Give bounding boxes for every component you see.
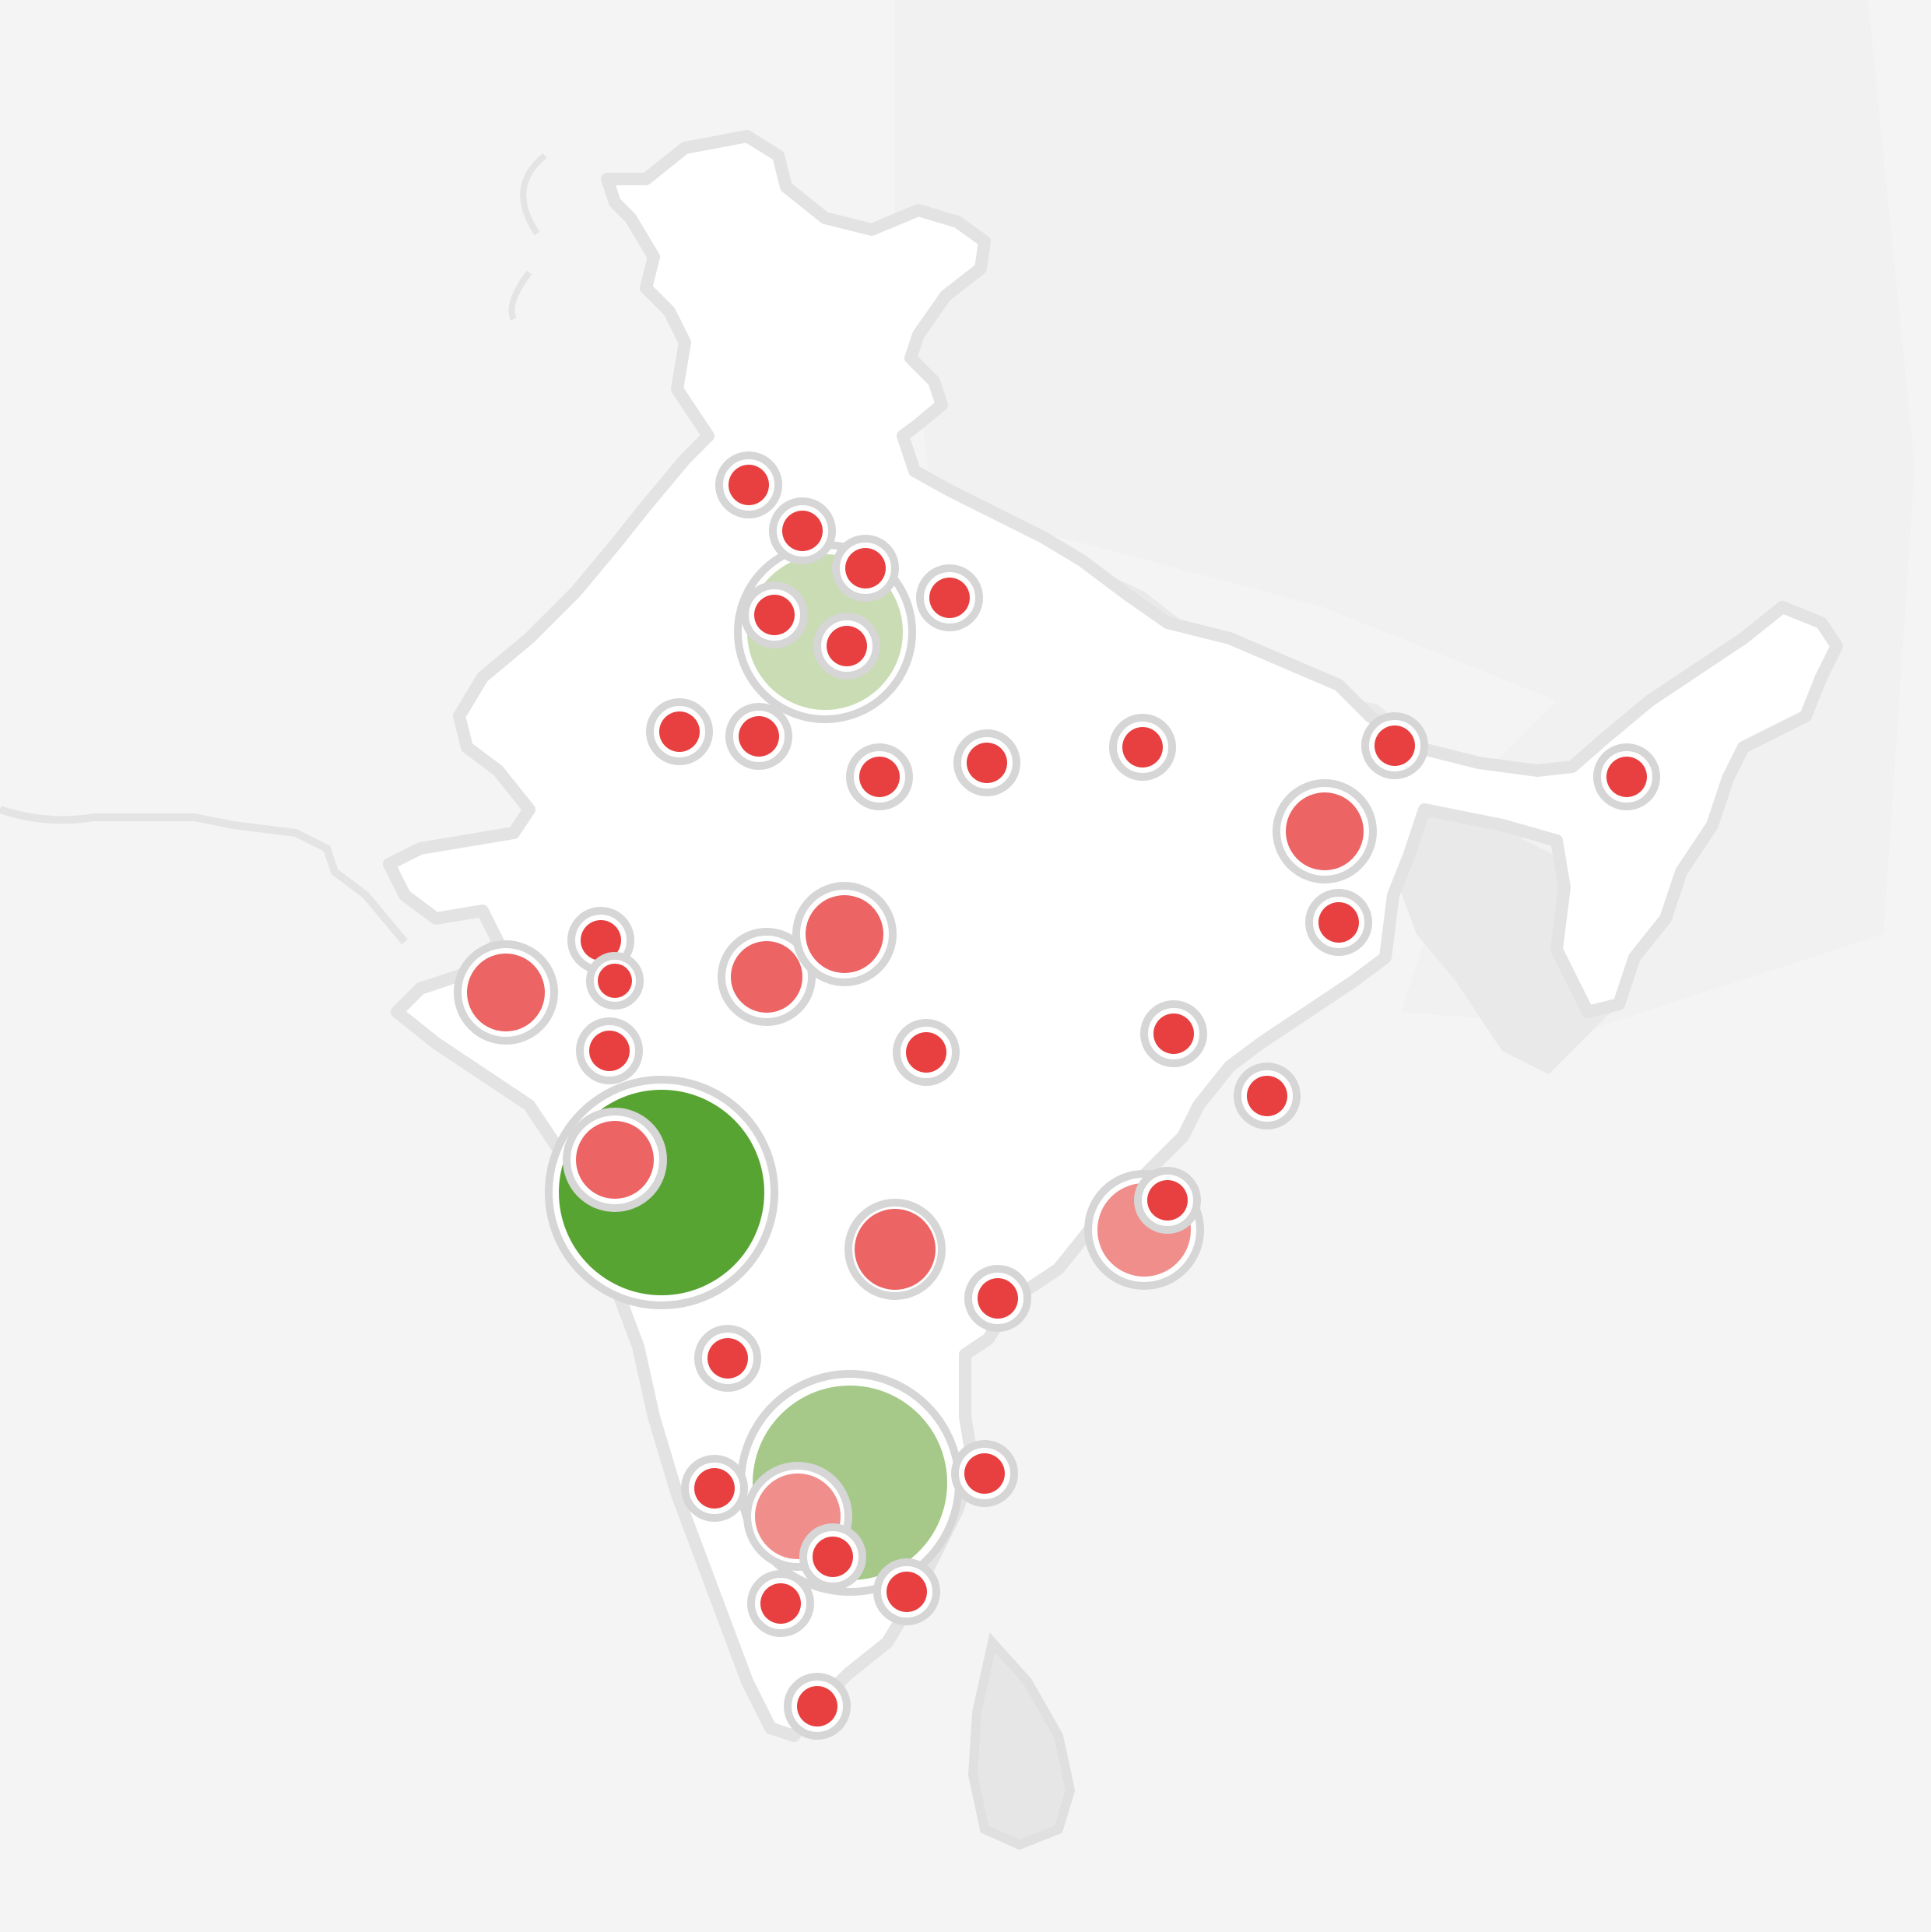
marker-lucknow[interactable] xyxy=(953,729,1020,796)
marker-raipur[interactable] xyxy=(1140,1000,1207,1067)
marker-pune[interactable] xyxy=(563,1108,667,1212)
marker-jaipur[interactable] xyxy=(646,698,713,765)
neighbor-pakistan-border xyxy=(0,806,408,945)
marker-varanasi[interactable] xyxy=(1109,714,1176,781)
marker-bhopal[interactable] xyxy=(792,882,897,986)
marker-kolkata[interactable] xyxy=(1273,779,1377,883)
marker-surat[interactable] xyxy=(576,1017,643,1084)
marker-guwahati[interactable] xyxy=(1593,743,1660,810)
marker-agra[interactable] xyxy=(725,703,792,770)
marker-salem[interactable] xyxy=(873,1558,940,1625)
marker-gwalior[interactable] xyxy=(846,743,913,810)
marker-chennai[interactable] xyxy=(951,1440,1018,1507)
marker-delhi[interactable] xyxy=(741,581,808,648)
marker-rajkot[interactable] xyxy=(454,940,558,1045)
marker-dehradun[interactable] xyxy=(832,535,899,602)
marker-amritsar[interactable] xyxy=(715,451,782,518)
marker-jamshedpur[interactable] xyxy=(1305,889,1372,956)
marker-trivandrum[interactable] xyxy=(784,1673,851,1740)
marker-bhubaneswar[interactable] xyxy=(1234,1063,1301,1129)
marker-meerut[interactable] xyxy=(916,564,983,631)
marker-vijayawada[interactable] xyxy=(964,1265,1031,1332)
marker-ambala[interactable] xyxy=(769,497,836,564)
marker-goa[interactable] xyxy=(694,1325,761,1392)
marker-mangalore[interactable] xyxy=(681,1455,748,1522)
marker-nagpur[interactable] xyxy=(893,1019,960,1086)
marker-gurgaon[interactable] xyxy=(813,613,880,680)
marker-coimbatore[interactable] xyxy=(747,1570,814,1637)
marker-indore[interactable] xyxy=(718,928,816,1026)
marker-mysore[interactable] xyxy=(799,1523,866,1590)
marker-vadodara[interactable] xyxy=(586,952,644,1010)
marker-visakhapatnam[interactable] xyxy=(1134,1167,1201,1234)
marker-siliguri[interactable] xyxy=(1361,712,1428,779)
neighbor-sri-lanka xyxy=(967,1632,1076,1850)
neighbor-afghanistan-border xyxy=(508,153,547,321)
marker-hyderabad[interactable] xyxy=(844,1199,946,1300)
marker-ahmedabad[interactable] xyxy=(567,907,634,974)
